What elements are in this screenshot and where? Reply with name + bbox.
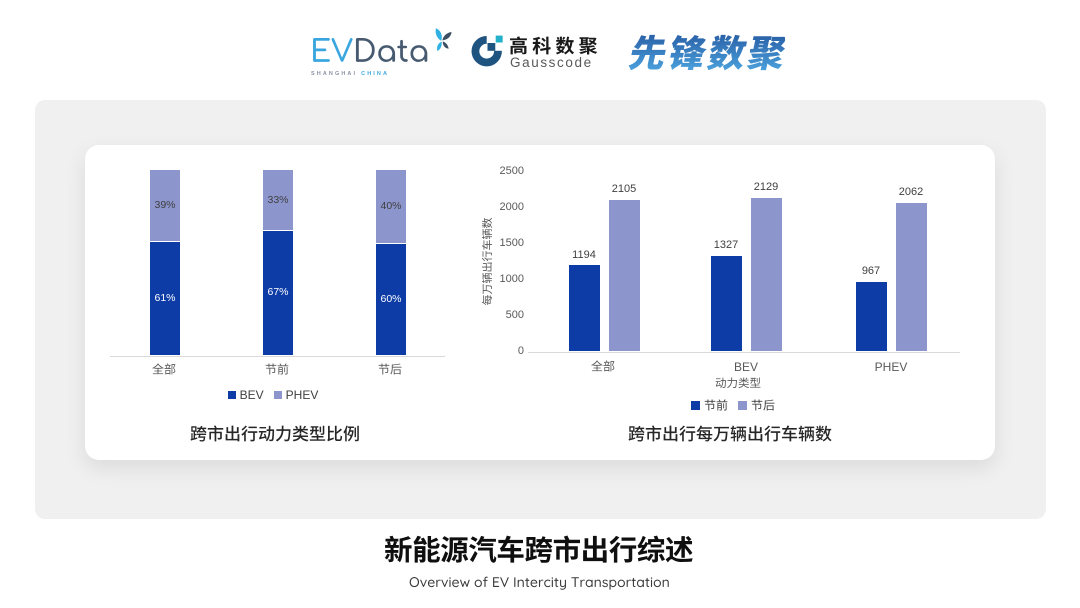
legend-label: PHEV (285, 388, 319, 402)
grouped-bar-chart: 0 500 1000 1500 2000 2500 每万辆出行车辆数 1194 1327 967 2… (465, 145, 995, 460)
value-label: 1194 (572, 248, 596, 261)
bar-segment-bev-2 (376, 244, 406, 356)
y-tick-label: 500 (505, 308, 524, 321)
legend-item: 节前 (691, 399, 730, 411)
evdata-logo: SHANGHAI CHINA (309, 25, 459, 80)
value-label: 1327 (713, 239, 739, 252)
value-label: 61% (154, 291, 176, 304)
value-label: 33% (267, 193, 289, 206)
xianfeng-logo: 先锋数聚 (627, 34, 785, 71)
value-label: 967 (861, 265, 881, 278)
bar-节后-全部 (608, 199, 640, 352)
legend-label: 节后 (751, 399, 777, 411)
value-label: 2129 (753, 181, 779, 194)
x-axis-line (528, 351, 960, 353)
y-axis-title: 每万辆出行车辆数 (481, 215, 493, 305)
bar-segment-phev-1 (263, 170, 293, 230)
bar-节前-PHEV (855, 281, 887, 352)
evdata-tagline-right: CHINA (361, 71, 390, 77)
evdata-tagline-left: SHANGHAI (311, 71, 358, 77)
x-axis-label: 全部 (591, 359, 617, 372)
x-axis-label: 全部 (152, 362, 178, 375)
page-footer: 新能源汽车跨市出行综述 Overview of EV Intercity Tra… (0, 519, 1080, 608)
y-tick-label: 1000 (499, 272, 524, 285)
value-label: 2105 (611, 183, 637, 196)
legend-swatch (738, 400, 747, 410)
y-tick-label: 2000 (499, 200, 524, 213)
chart-legend: BEV PHEV (81, 388, 465, 402)
legend-item: 节后 (738, 399, 777, 411)
dashboard-panel: 39% 61% 全部 33% 67% 节前 40% 60% 节后 BEV PHEV 跨市出行动力类型比… (35, 100, 1046, 519)
value-label: 40% (380, 200, 402, 213)
value-label: 60% (380, 292, 402, 305)
gausscode-name-en: Gausscode (510, 55, 593, 70)
gausscode-g-icon (471, 34, 503, 67)
evdata-wordmark (313, 38, 428, 62)
chart-title: 跨市出行每万辆出行车辆数 (628, 424, 835, 442)
legend-label: BEV (239, 388, 264, 402)
y-tick-label: 0 (517, 345, 524, 357)
stacked-bar-chart: 39% 61% 全部 33% 67% 节前 40% 60% 节后 BEV PHEV 跨市出行动力类型比… (85, 145, 505, 460)
value-label: 2062 (898, 186, 924, 199)
charts-card: 39% 61% 全部 33% 67% 节前 40% 60% 节后 BEV PHEV 跨市出行动力类型比… (85, 145, 995, 460)
chart-title: 跨市出行动力类型比例 (190, 424, 362, 442)
x-axis-label: 节前 (265, 362, 291, 375)
legend-swatch (227, 391, 236, 399)
evdata-sparkle-icon (435, 28, 452, 52)
legend-swatch (691, 400, 700, 410)
bar-节后-BEV (750, 197, 782, 352)
page-subtitle: Overview of EV Intercity Transportation (409, 573, 672, 591)
y-tick-label: 2500 (499, 164, 524, 177)
x-axis-label: BEV (733, 359, 758, 374)
bar-segment-phev-2 (376, 170, 406, 243)
y-tick-label: 1500 (499, 236, 524, 249)
legend-label: 节前 (704, 399, 730, 411)
x-axis-label: PHEV (874, 359, 908, 374)
bar-segment-bev-1 (263, 231, 293, 356)
legend-swatch (273, 391, 282, 399)
gausscode-logo: 高科数聚 Gausscode (470, 33, 630, 79)
bar-节前-BEV (710, 255, 742, 352)
bar-节后-PHEV (895, 202, 927, 352)
page-title: 新能源汽车跨市出行综述 (384, 535, 696, 564)
evdata-tagline: SHANGHAI CHINA (311, 71, 389, 77)
bar-segment-bev-0 (150, 242, 180, 356)
value-label: 67% (267, 286, 289, 299)
x-axis-label: 节后 (378, 362, 404, 375)
bar-节前-全部 (568, 265, 600, 352)
bar-segment-phev-0 (150, 170, 180, 241)
gausscode-name-cn: 高科数聚 (509, 36, 600, 55)
x-axis-title: 动力类型 (715, 377, 763, 389)
legend-item: PHEV (273, 388, 319, 402)
legend-item: BEV (227, 388, 264, 402)
chart-legend: 节前 节后 (584, 398, 884, 412)
value-label: 39% (154, 199, 176, 212)
x-axis-line (110, 355, 445, 357)
